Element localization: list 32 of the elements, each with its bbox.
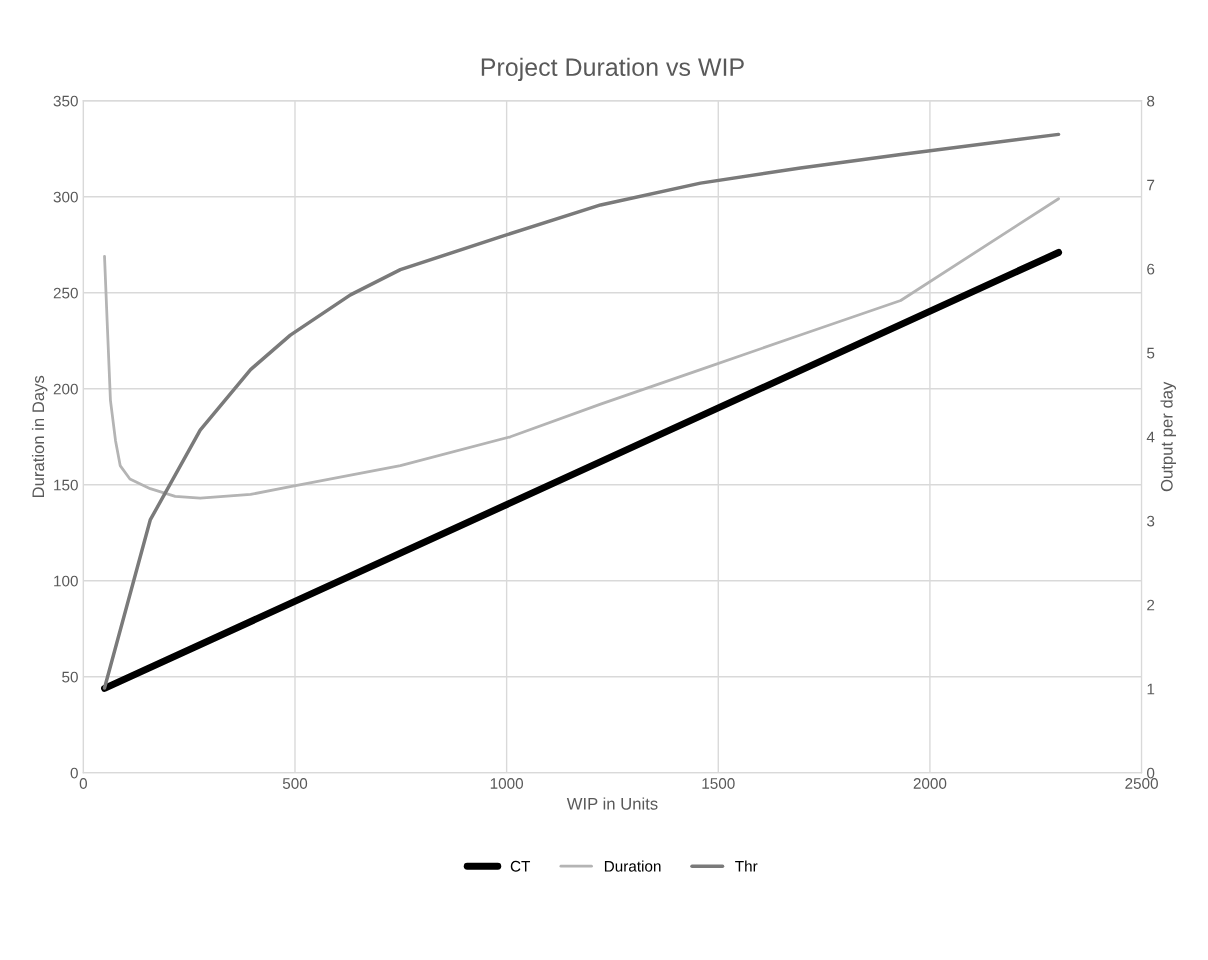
- y-tick-label: 100: [54, 575, 78, 587]
- x-tick-label: 1500: [702, 778, 735, 789]
- chart-title: Project Duration vs WIP: [481, 57, 744, 81]
- x-tick-label: 2000: [913, 778, 947, 789]
- y2-tick-label: 0: [1147, 767, 1155, 779]
- y-tick-label: 250: [53, 287, 78, 299]
- y-tick-label: 300: [53, 191, 78, 203]
- y-tick-label: 0: [70, 767, 78, 779]
- x-tick-label: 500: [282, 778, 308, 789]
- line-series: [102, 132, 1061, 690]
- y2-tick-label: 8: [1147, 95, 1155, 107]
- legend-label: Thr: [735, 860, 758, 872]
- y-tick-label: 350: [53, 95, 78, 107]
- y2-tick-label: 2: [1147, 599, 1155, 611]
- y-tick-label: 150: [54, 479, 78, 491]
- legend-label: CT: [510, 860, 531, 872]
- y2-tick-label: 3: [1147, 515, 1155, 527]
- y2-tick-label: 5: [1147, 347, 1155, 359]
- x-tick-label: 2500: [1125, 778, 1158, 789]
- y-tick-label: 200: [53, 383, 78, 395]
- y2-tick-label: 4: [1146, 431, 1155, 443]
- legend-label: Duration: [604, 860, 661, 872]
- y2-tick-label: 6: [1147, 263, 1155, 275]
- line-series: [103, 197, 1060, 500]
- y2-tick-label: 1: [1147, 683, 1155, 695]
- y2-axis-title: Output per day: [1160, 381, 1177, 492]
- x-axis-title: WIP in Units: [566, 797, 658, 810]
- x-tick-label: 1000: [490, 778, 524, 789]
- x-tick-label: 0: [79, 778, 87, 789]
- y2-tick-label: 7: [1147, 179, 1155, 191]
- y-axis-title: Duration in Days: [31, 375, 48, 498]
- y-tick-label: 50: [62, 671, 78, 683]
